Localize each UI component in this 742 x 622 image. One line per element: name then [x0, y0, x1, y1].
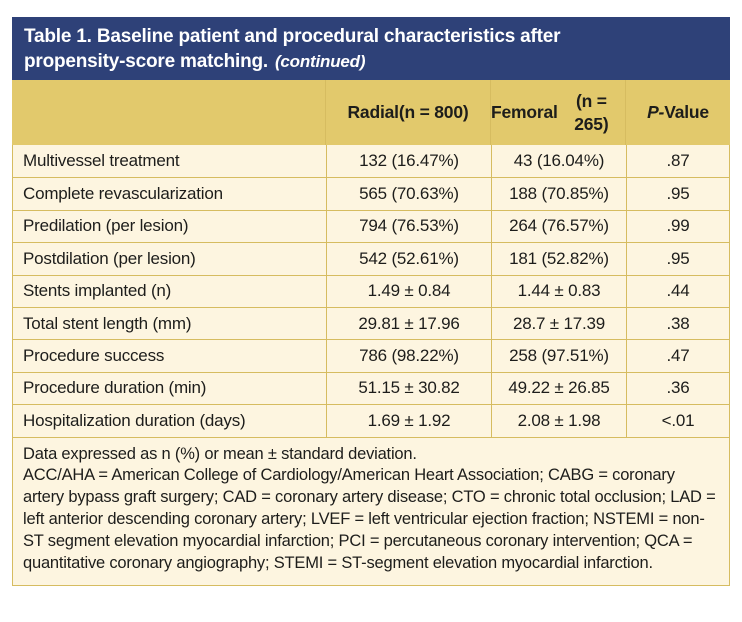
pvalue-cell: .99 [626, 210, 729, 243]
row-label-cell: Procedure duration (min) [23, 378, 207, 398]
radial-value-cell: 132 (16.47%) [326, 145, 491, 178]
radial-value-cell: 542 (52.61%) [326, 243, 491, 275]
radial-value-cell: 1.69 ± 1.92 [326, 405, 491, 437]
femoral-value-cell: 43 (16.04%) [491, 145, 626, 178]
table-continued-label: (continued) [274, 52, 366, 72]
column-header-row: Radial (n = 800) Femoral (n = 265) P- Va… [12, 80, 730, 145]
radial-value-cell: 1.49 ± 0.84 [326, 275, 491, 307]
row-label-cell: Postdilation (per lesion) [23, 248, 196, 268]
row-label-cell: Complete revascularization [23, 184, 223, 204]
table-row: Procedure success 786 (98.22%) 258 (97.5… [13, 339, 729, 372]
radial-value-cell: 786 (98.22%) [326, 340, 491, 372]
pvalue-cell: .44 [626, 275, 729, 307]
table-title-line2-text: propensity-score matching. [24, 51, 268, 73]
column-header-radial: Radial (n = 800) [325, 80, 490, 145]
footnote-data-expression: Data expressed as n (%) or mean ± standa… [23, 444, 417, 463]
pvalue-cell: .87 [626, 145, 729, 178]
femoral-value-cell: 49.22 ± 26.85 [491, 372, 626, 405]
row-label-cell: Predilation (per lesion) [23, 216, 189, 236]
table-row: Hospitalization duration (days) 1.69 ± 1… [13, 404, 729, 437]
femoral-value-cell: 264 (76.57%) [491, 210, 626, 243]
row-label-cell: Procedure success [23, 346, 165, 366]
column-header-pvalue: P- Value [625, 80, 730, 145]
row-label-cell: Hospitalization duration (days) [23, 410, 246, 430]
pvalue-cell: <.01 [626, 405, 729, 437]
radial-value-cell: 51.15 ± 30.82 [326, 372, 491, 405]
column-header-femoral: Femoral (n = 265) [490, 80, 625, 145]
radial-value-cell: 565 (70.63%) [326, 178, 491, 210]
row-label-cell: Total stent length (mm) [23, 313, 192, 333]
table-title-bar: Table 1. Baseline patient and procedural… [12, 17, 730, 80]
femoral-value-cell: 181 (52.82%) [491, 243, 626, 275]
table-row: Postdilation (per lesion) 542 (52.61%) 1… [13, 242, 729, 275]
femoral-value-cell: 28.7 ± 17.39 [491, 307, 626, 340]
radial-value-cell: 29.81 ± 17.96 [326, 307, 491, 340]
radial-value-cell: 794 (76.53%) [326, 210, 491, 243]
footnote-abbreviations: ACC/AHA = American College of Cardiology… [23, 466, 716, 573]
femoral-value-cell: 2.08 ± 1.98 [491, 405, 626, 437]
table-row: Total stent length (mm) 29.81 ± 17.96 28… [13, 306, 729, 340]
table-footnote: Data expressed as n (%) or mean ± standa… [12, 436, 730, 587]
pvalue-cell: .47 [626, 340, 729, 372]
data-grid: Multivessel treatment 132 (16.47%) 43 (1… [12, 145, 730, 437]
femoral-value-cell: 258 (97.51%) [491, 340, 626, 372]
table-1-card: Table 1. Baseline patient and procedural… [12, 17, 730, 587]
row-label-cell: Multivessel treatment [23, 151, 180, 171]
pvalue-cell: .38 [626, 307, 729, 340]
table-row: Complete revascularization 565 (70.63%) … [13, 177, 729, 210]
pvalue-cell: .36 [626, 372, 729, 405]
table-title-line2: propensity-score matching. (continued) [24, 49, 718, 74]
row-label-cell: Stents implanted (n) [23, 281, 172, 301]
femoral-value-cell: 1.44 ± 0.83 [491, 275, 626, 307]
table-row: Stents implanted (n) 1.49 ± 0.84 1.44 ± … [13, 274, 729, 307]
table-row: Predilation (per lesion) 794 (76.53%) 26… [13, 209, 729, 243]
table-title-line1: Table 1. Baseline patient and procedural… [24, 26, 561, 47]
table-row: Multivessel treatment 132 (16.47%) 43 (1… [13, 145, 729, 178]
femoral-value-cell: 188 (70.85%) [491, 178, 626, 210]
table-row: Procedure duration (min) 51.15 ± 30.82 4… [13, 371, 729, 405]
pvalue-cell: .95 [626, 178, 729, 210]
pvalue-cell: .95 [626, 243, 729, 275]
